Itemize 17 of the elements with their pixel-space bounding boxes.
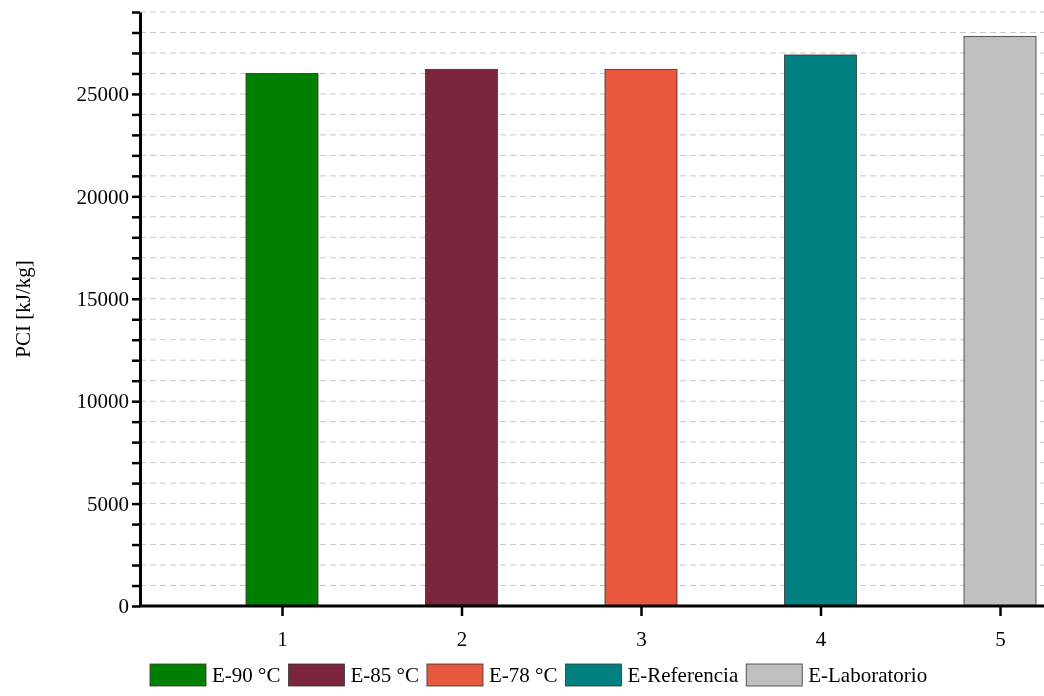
legend-label: E-78 °C: [488, 663, 558, 687]
y-axis-title: PCI [kJ/kg]: [11, 260, 35, 358]
x-tick-label: 1: [277, 627, 288, 652]
y-tick-label: 0: [118, 594, 129, 619]
x-tick-label: 3: [636, 627, 647, 652]
legend-label: E-Laboratorio: [808, 663, 928, 687]
legend-label: E-Referencia: [627, 663, 739, 687]
y-tick-label: 15000: [76, 286, 129, 311]
y-tick-label: 20000: [76, 184, 129, 209]
y-tick-label: 10000: [76, 389, 129, 414]
x-tick-label: 2: [456, 627, 468, 652]
legend-label: E-85 °C: [350, 663, 419, 687]
y-tick-label: 5000: [87, 491, 129, 516]
x-tick-label: 5: [995, 627, 1006, 652]
legend-label: E-90 °C: [212, 663, 281, 687]
x-tick-label: 4: [815, 627, 827, 652]
y-tick-label: 25000: [76, 82, 129, 107]
